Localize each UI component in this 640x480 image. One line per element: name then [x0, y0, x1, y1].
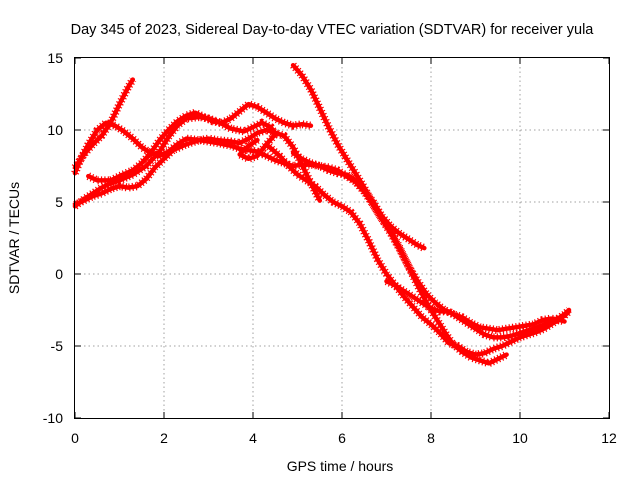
- x-tick-label: 12: [601, 430, 617, 446]
- x-tick-label: 10: [512, 430, 528, 446]
- x-axis-label: GPS time / hours: [287, 458, 394, 474]
- x-tick-label: 6: [338, 430, 346, 446]
- x-tick-label: 4: [249, 430, 257, 446]
- series-line-segment-6: [290, 62, 509, 366]
- series-markers-segment-6: [290, 62, 509, 368]
- series-line-segment-9: [384, 278, 572, 340]
- x-tick-label: 8: [427, 430, 435, 446]
- series-markers-segment-7: [263, 141, 572, 359]
- plot-frame: [74, 57, 610, 419]
- series-markers-segment-1: [71, 118, 426, 252]
- grid-lines: [75, 58, 609, 418]
- y-tick-label: -10: [43, 410, 63, 426]
- axis-tick-labels: 0 2 4 6 8 10 12 -10 -5 0 5 10 15: [43, 50, 617, 446]
- y-tick-label: 0: [55, 266, 63, 282]
- data-series: [71, 62, 572, 368]
- y-axis-label: SDTVAR / TECUs: [6, 182, 22, 294]
- y-tick-label: 15: [47, 50, 63, 66]
- y-tick-label: 5: [55, 194, 63, 210]
- series-markers-segment-5: [72, 112, 281, 210]
- x-tick-label: 0: [71, 430, 79, 446]
- series-markers-segment-8: [290, 149, 566, 335]
- series-markers-segment-4: [73, 125, 324, 209]
- y-tick-label: 10: [47, 122, 63, 138]
- chart-title: Day 345 of 2023, Sidereal Day-to-day VTE…: [71, 22, 595, 38]
- x-tick-label: 2: [160, 430, 168, 446]
- y-tick-label: -5: [51, 338, 64, 354]
- series-markers-segment-2: [71, 77, 137, 170]
